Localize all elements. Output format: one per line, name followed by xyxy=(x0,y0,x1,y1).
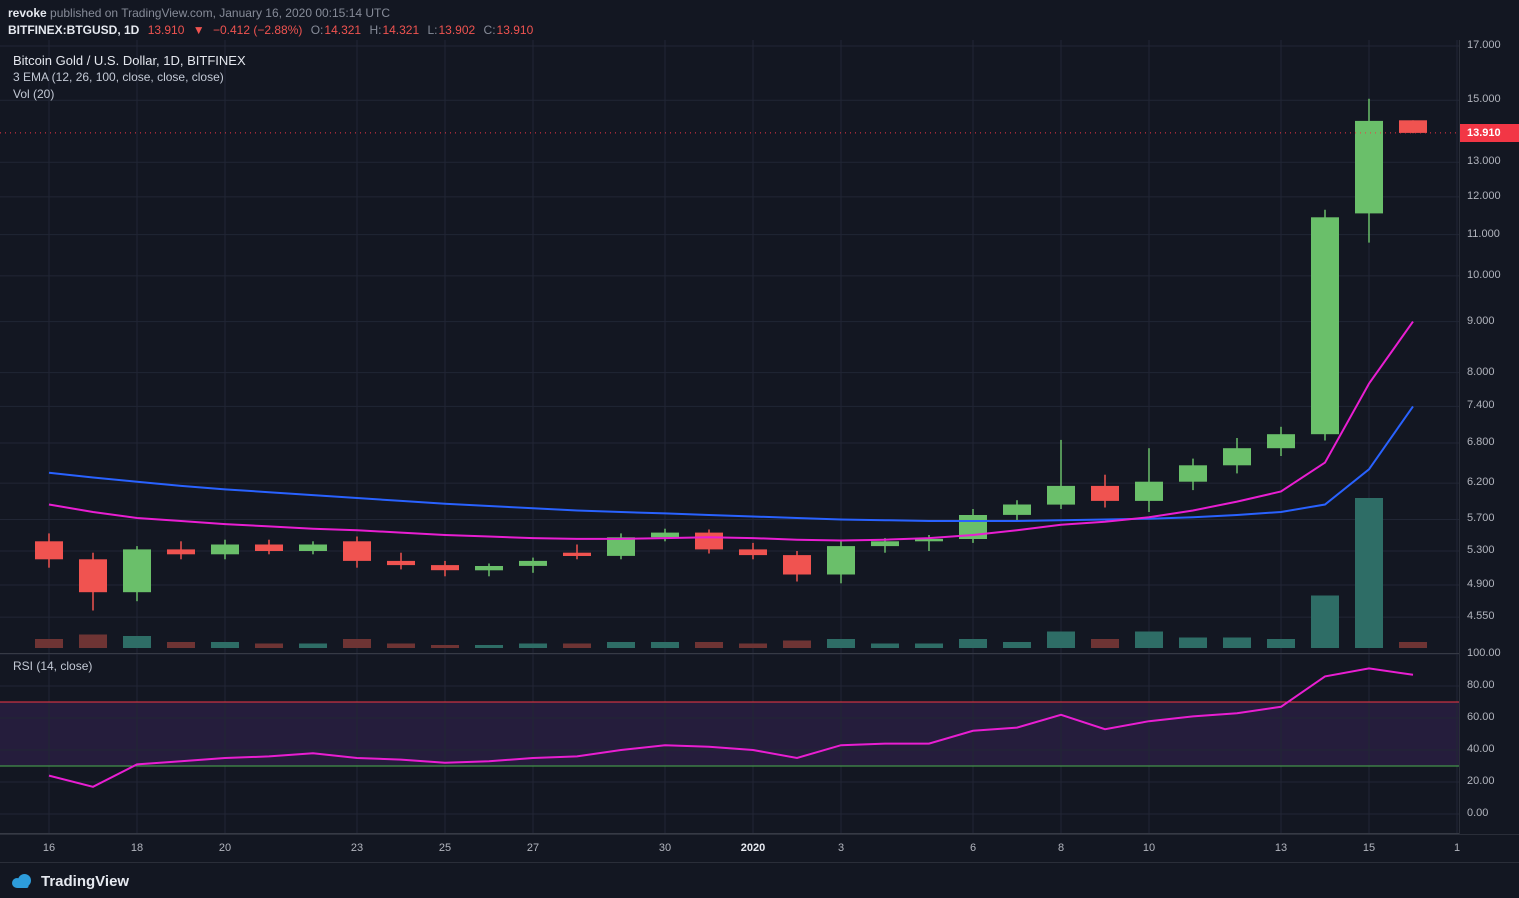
main-price-pane[interactable] xyxy=(0,40,1459,653)
price-axis-tick: 7.400 xyxy=(1467,399,1495,411)
price-axis-tick: 13.000 xyxy=(1467,155,1501,167)
close-label: C: xyxy=(483,23,496,37)
rsi-axis-tick: 60.00 xyxy=(1467,711,1495,723)
high-label: H: xyxy=(369,23,382,37)
rsi-axis-tick: 0.00 xyxy=(1467,807,1489,819)
time-axis-tick: 30 xyxy=(658,842,672,854)
time-axis-tick: 18 xyxy=(130,842,144,854)
rsi-axis-tick: 40.00 xyxy=(1467,743,1495,755)
price-axis-tick: 4.550 xyxy=(1467,610,1495,622)
publish-info: published on TradingView.com, January 16… xyxy=(46,6,391,20)
time-axis-tick: 15 xyxy=(1362,842,1376,854)
time-axis-tick: 16 xyxy=(42,842,56,854)
rsi-axis-tick: 20.00 xyxy=(1467,775,1495,787)
publish-header: revoke published on TradingView.com, Jan… xyxy=(8,6,390,20)
price-axis-tick: 9.000 xyxy=(1467,315,1495,327)
rsi-indicator-label[interactable]: RSI (14, close) xyxy=(13,659,93,673)
price-axis-tick: 10.000 xyxy=(1467,269,1501,281)
time-axis-tick: 8 xyxy=(1057,842,1065,854)
time-axis-tick: 25 xyxy=(438,842,452,854)
price-axis-tick: 8.000 xyxy=(1467,366,1495,378)
time-axis-tick: 1 xyxy=(1453,842,1461,854)
rsi-axis-tick: 80.00 xyxy=(1467,679,1495,691)
price-axis-tick: 12.000 xyxy=(1467,190,1501,202)
last-price-value: 13.910 xyxy=(147,23,185,37)
axis-separator xyxy=(0,833,1519,834)
price-axis-tick: 15.000 xyxy=(1467,93,1501,105)
rsi-axis-tick: 100.00 xyxy=(1467,647,1501,659)
change-down-arrow-icon: ▼ xyxy=(192,23,205,37)
price-change: −0.412 (−2.88%) xyxy=(212,23,303,37)
price-axis-tick: 5.300 xyxy=(1467,544,1495,556)
pane-separator[interactable] xyxy=(0,653,1519,654)
price-axis-tick: 4.900 xyxy=(1467,578,1495,590)
price-axis[interactable]: 13.910 17.000 15.000 13.000 12.000 11.000 10.… xyxy=(1459,39,1519,834)
author-name[interactable]: revoke xyxy=(8,6,47,20)
low-label: L: xyxy=(427,23,438,37)
time-axis-tick: 6 xyxy=(969,842,977,854)
price-axis-tick: 6.200 xyxy=(1467,476,1495,488)
time-axis-tick: 10 xyxy=(1142,842,1156,854)
tradingview-logo[interactable]: TradingView xyxy=(10,872,129,890)
brand-name: TradingView xyxy=(41,872,130,890)
footer-bar: TradingView xyxy=(0,864,1519,898)
price-axis-tick: 6.800 xyxy=(1467,436,1495,448)
time-axis-tick: 2020 xyxy=(740,842,766,854)
symbol-interval[interactable]: BITFINEX:BTGUSD, 1D xyxy=(8,23,140,37)
legend-ema-indicator[interactable]: 3 EMA (12, 26, 100, close, close, close) xyxy=(13,70,224,84)
legend-volume-indicator[interactable]: Vol (20) xyxy=(13,87,55,101)
symbol-info-bar: BITFINEX:BTGUSD, 1D 13.910 ▼ −0.412 (−2.… xyxy=(8,23,538,37)
low-value: 13.902 xyxy=(438,23,476,37)
legend-symbol-title[interactable]: Bitcoin Gold / U.S. Dollar, 1D, BITFINEX xyxy=(13,53,246,68)
time-axis-tick: 27 xyxy=(526,842,540,854)
time-axis-tick: 20 xyxy=(218,842,232,854)
high-value: 14.321 xyxy=(382,23,420,37)
close-value: 13.910 xyxy=(496,23,534,37)
tradingview-cloud-icon xyxy=(12,874,31,888)
time-axis-tick: 23 xyxy=(350,842,364,854)
price-axis-tick: 5.700 xyxy=(1467,512,1495,524)
time-axis-tick: 13 xyxy=(1274,842,1288,854)
chart-legend: Bitcoin Gold / U.S. Dollar, 1D, BITFINEX… xyxy=(13,52,246,103)
open-value: 14.321 xyxy=(324,23,362,37)
rsi-pane[interactable] xyxy=(0,654,1459,834)
price-axis-tick: 17.000 xyxy=(1467,39,1501,51)
time-axis[interactable]: 16 18 20 23 25 27 30 2020 3 6 8 10 13 15 1 xyxy=(0,834,1519,863)
price-axis-tick: 11.000 xyxy=(1467,228,1500,240)
open-label: O: xyxy=(310,23,324,37)
last-price-label: 13.910 xyxy=(1460,124,1519,142)
time-axis-tick: 3 xyxy=(837,842,845,854)
